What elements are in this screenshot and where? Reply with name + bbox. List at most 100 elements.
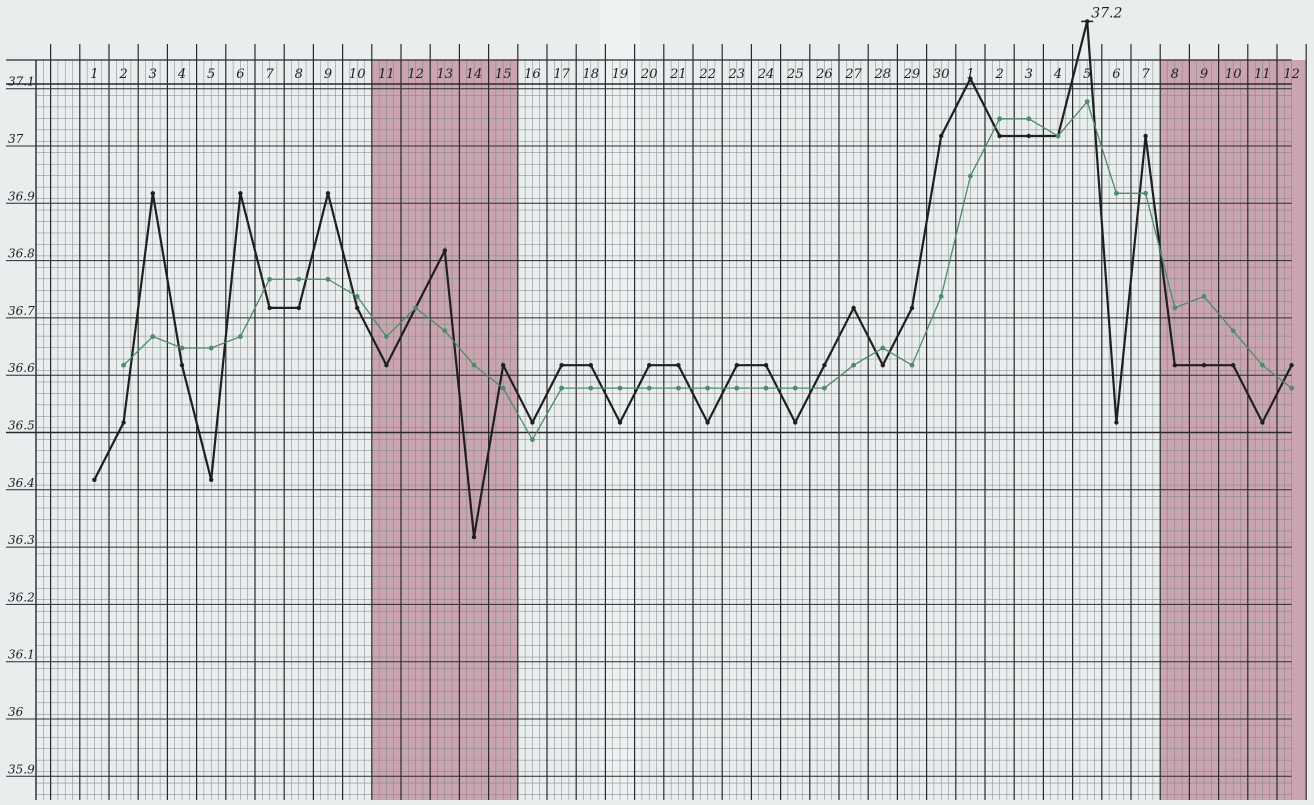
x-tick-label: 5 [207,67,215,82]
series-2-point [267,276,272,282]
series-1-point [442,248,447,253]
y-tick-label: 36.2 [8,590,35,604]
x-tick-label: 26 [815,67,833,82]
series-2-point [559,385,564,391]
x-tick-label: 12 [407,67,424,82]
series-1-point [705,420,710,425]
y-tick-label: 36.6 [8,361,35,375]
series-1-point [1172,363,1178,368]
x-tick-label: 19 [612,67,629,82]
y-tick-label: 36.8 [8,247,35,261]
x-tick-label: 13 [437,67,454,82]
x-tick-label: 17 [553,67,570,82]
x-tick-label: 8 [1171,67,1179,82]
x-tick-label: 11 [1254,67,1271,82]
series-2-point [500,385,506,391]
series-2-point [909,362,915,368]
series-2-point [325,276,331,282]
y-tick-label: 36.5 [8,419,35,433]
series-1-point [501,363,506,368]
series-2-point [646,385,652,391]
series-1-point [1260,420,1265,425]
series-2-point [997,116,1002,122]
series-2-point [1026,116,1032,122]
series-2-point [1172,305,1178,311]
series-1-point [734,363,739,368]
series-2-point [179,345,185,351]
series-1-point [588,363,593,368]
series-2-point [1289,385,1294,391]
x-tick-label: 6 [1112,67,1120,82]
x-tick-label: 3 [149,67,157,82]
x-tick-label: 20 [640,67,658,82]
x-tick-label: 14 [466,67,483,82]
series-2-point [763,385,769,391]
series-2-point [792,385,798,391]
series-2-point [208,345,214,351]
x-tick-label: 15 [495,67,512,82]
x-tick-label: 21 [669,67,687,82]
x-tick-label: 10 [349,67,366,82]
y-tick-label: 36.9 [8,189,35,203]
series-1-point [150,191,155,196]
x-tick-label: 9 [324,67,332,82]
x-tick-label: 7 [1141,67,1150,82]
series-2-point [880,345,886,351]
y-tick-label: 36.7 [8,304,35,318]
series-1-point [1143,133,1148,139]
y-tick-label: 36.1 [8,648,35,662]
x-tick-labels: 1 2 3 4 5 6 7 8 9 10 11 12 13 14 15 16 17 18 19 20 21 22 23 24 2… [90,67,1300,82]
x-tick-label: 28 [874,67,892,82]
x-tick-label: 29 [903,67,921,82]
series-1-point [880,363,885,368]
x-tick-label: 4 [1053,67,1062,82]
series-1-point [1026,133,1032,139]
series-2-point [471,362,477,368]
x-tick-label: 24 [757,67,775,82]
series-2-point [588,385,594,391]
series-2-point [1230,328,1236,334]
x-tick-label: 11 [378,67,395,82]
series-2-point [705,385,710,391]
series-2-point [617,385,623,391]
series-1-point [793,420,798,425]
series-1-point [92,477,97,482]
x-tick-label: 2 [994,67,1003,82]
series-1-point [267,305,272,311]
x-tick-label: 1 [966,67,974,82]
series-1-point [822,363,827,368]
series-2-point [1260,362,1265,368]
series-1-point [997,133,1002,139]
y-tick-label: 37.1 [8,75,35,89]
major-grid [6,44,1307,800]
series-2-point [938,294,944,299]
series-1-point [1231,363,1236,368]
y-tick-label: 36.4 [8,476,35,490]
series-1-point [617,420,623,425]
series-1-point [121,420,126,425]
series-2-point [822,385,827,391]
x-tick-label: 6 [236,67,244,82]
x-tick-label: 30 [933,67,950,82]
series-2-point [384,334,389,339]
series-1-point [851,305,856,311]
x-tick-label: 12 [1283,67,1300,82]
x-tick-label: 10 [1225,67,1242,82]
y-tick-label: 37 [8,132,24,146]
series-1-point [1114,420,1119,425]
x-tick-label: 5 [1083,67,1091,82]
series-2-point [1114,190,1119,196]
series-2-point [968,173,973,179]
x-tick-label: 3 [1025,67,1033,82]
series-2-point [1201,294,1207,299]
x-tick-label: 8 [295,67,303,82]
series-line-1 [93,21,1293,538]
series-layer [92,19,1294,540]
y-tick-label: 36 [8,705,24,719]
annotation-layer: 37.2 [1081,5,1122,23]
series-1-point [676,363,681,368]
series-1-point [179,363,185,368]
series-2-point [150,334,156,339]
